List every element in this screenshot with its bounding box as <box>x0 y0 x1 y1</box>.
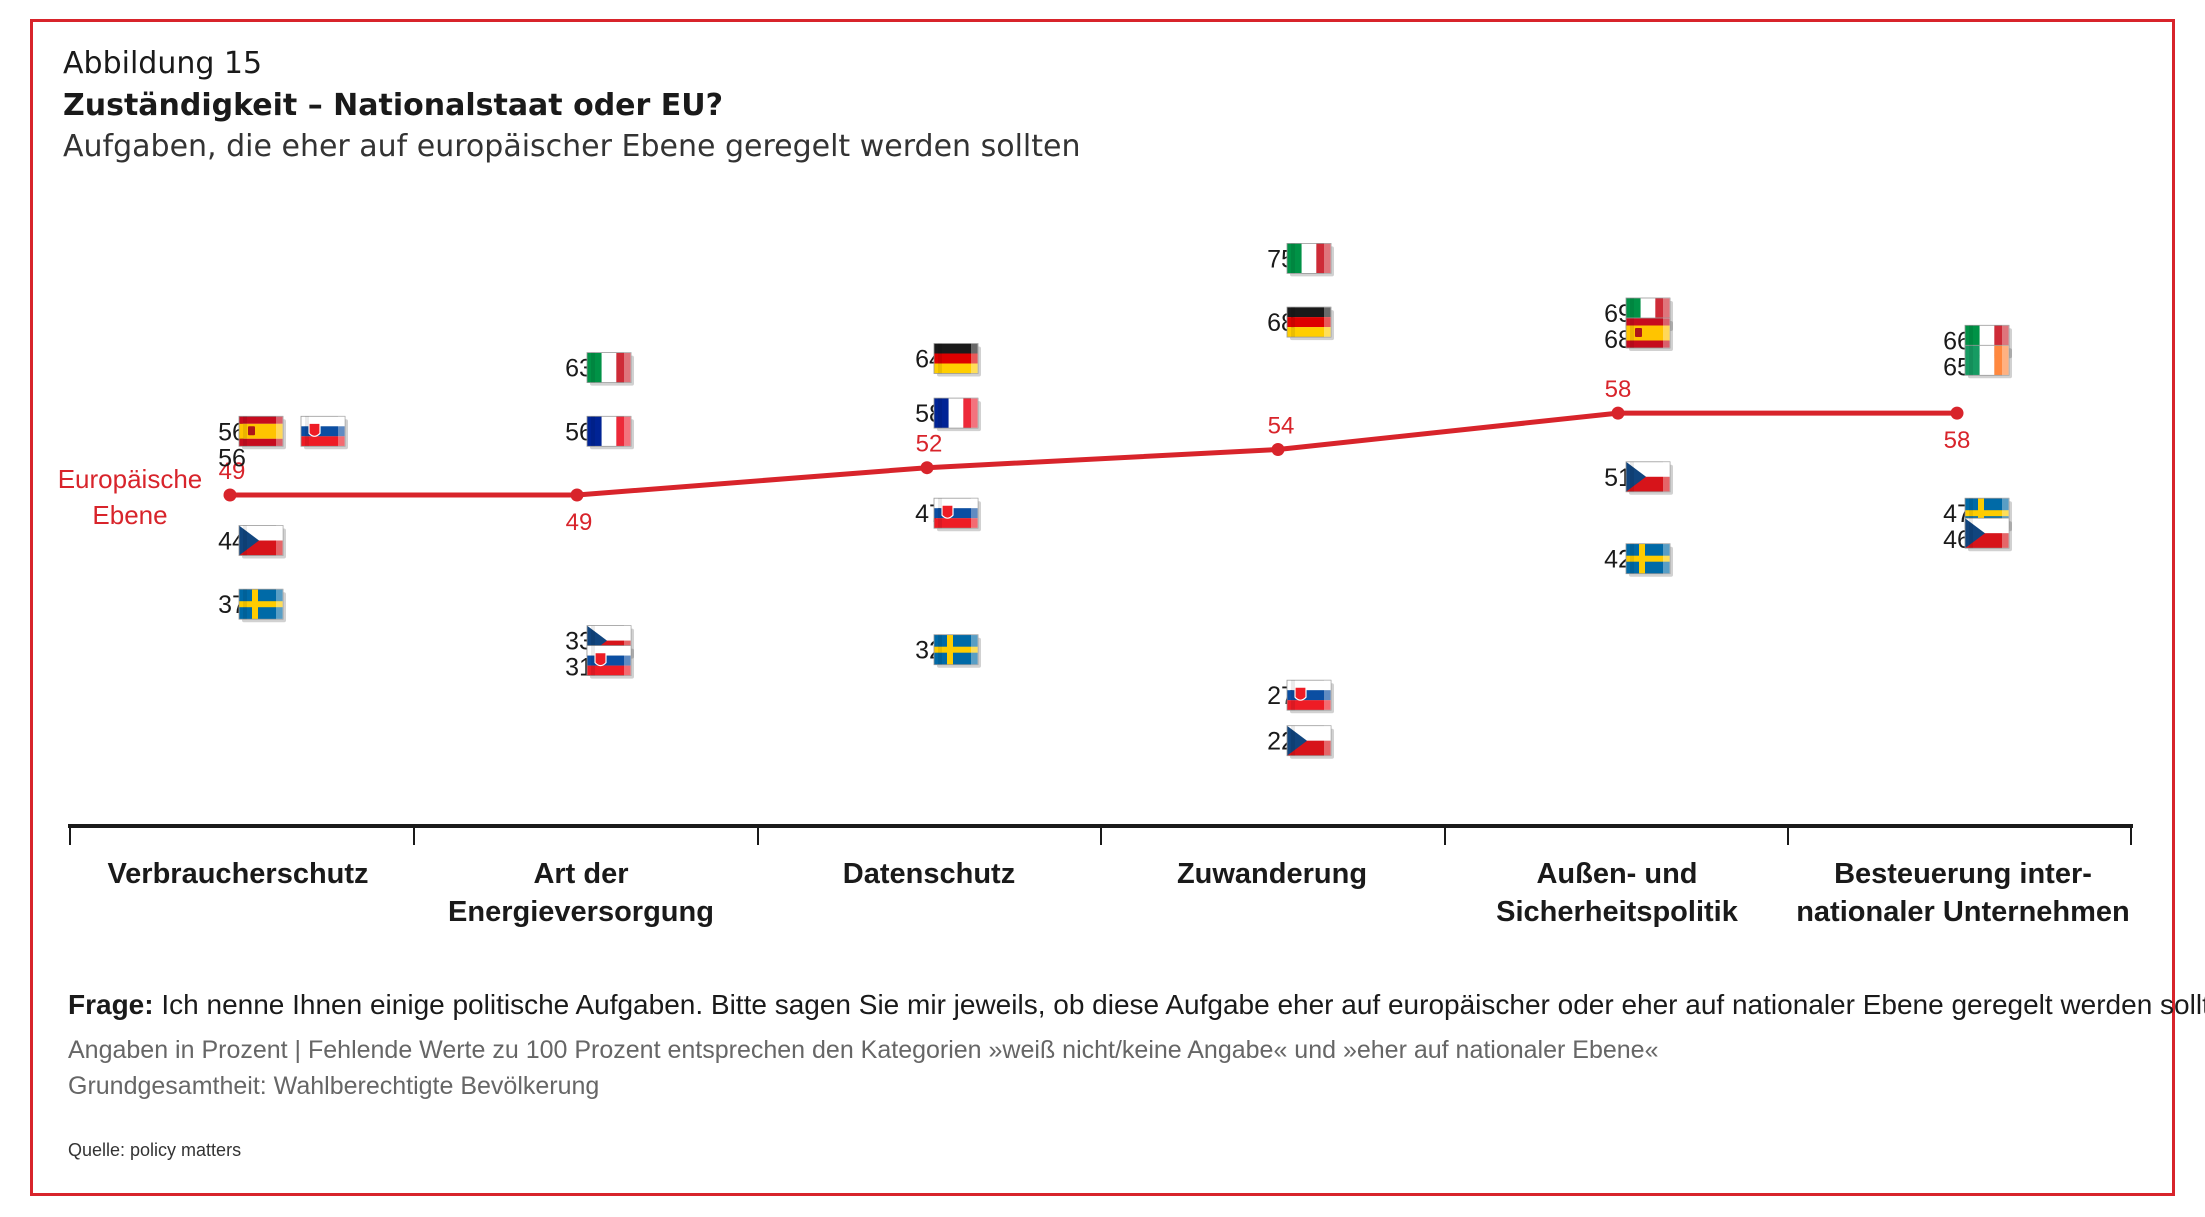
eu-value-label: 52 <box>916 431 943 458</box>
spain-flag-icon <box>238 415 286 450</box>
eu-series-point <box>223 488 237 502</box>
question-text: Frage: Ich nenne Ihnen einige politische… <box>68 989 2205 1021</box>
france-flag-icon <box>933 397 981 432</box>
sweden-flag-icon <box>1625 543 1673 577</box>
eu-series-name: Ebene <box>92 500 167 530</box>
sweden-flag-icon <box>238 588 286 623</box>
eu-series-point <box>920 461 934 475</box>
czech-flag-icon <box>1286 725 1334 759</box>
sweden-flag-icon <box>933 634 981 668</box>
country-value-label: 56 <box>218 444 246 472</box>
czech-flag-icon <box>1625 461 1673 495</box>
czech-flag-icon <box>238 525 286 559</box>
category-label: Verbraucherschutz <box>107 858 368 890</box>
czech-flag-icon <box>1964 517 2012 552</box>
note-percent: Angaben in Prozent | Fehlende Werte zu 1… <box>68 1036 1659 1064</box>
italy-flag-icon <box>586 352 634 386</box>
eu-series-point <box>1950 406 1964 420</box>
france-flag-icon <box>586 415 634 450</box>
eu-value-label: 58 <box>1944 427 1971 454</box>
question-body: Ich nenne Ihnen einige politische Aufgab… <box>161 989 2205 1020</box>
category-label: Außen- und <box>1536 858 1697 890</box>
ireland-flag-icon <box>1964 344 2012 379</box>
source-note: Quelle: policy matters <box>68 1140 242 1160</box>
germany-flag-icon <box>933 343 981 377</box>
category-label: Besteuerung inter- <box>1834 858 2092 890</box>
category-label: nationaler Unternehmen <box>1796 896 2130 928</box>
category-label: Zuwanderung <box>1177 858 1367 890</box>
note-population: Grundgesamtheit: Wahlberechtigte Bevölke… <box>68 1072 600 1100</box>
figure-frame <box>30 19 2175 1196</box>
category-label: Art der <box>533 858 628 890</box>
eu-series-name: Europäische <box>58 464 203 494</box>
question-label: Frage: <box>68 989 154 1020</box>
eu-value-label: 49 <box>219 458 246 485</box>
eu-series-line <box>230 410 1957 498</box>
eu-series-point <box>1611 406 1625 420</box>
slovakia-flag-icon <box>1286 679 1334 714</box>
italy-flag-icon <box>1286 242 1334 277</box>
figure-subtitle: Aufgaben, die eher auf europäischer Eben… <box>63 129 1081 164</box>
category-label: Energieversorgung <box>448 896 714 928</box>
slovakia-flag-icon <box>300 415 348 450</box>
category-label: Datenschutz <box>843 858 1015 890</box>
eu-value-label: 58 <box>1605 376 1632 403</box>
slovakia-flag-icon <box>586 645 634 679</box>
spain-flag-icon <box>1625 317 1673 351</box>
figure-title: Zuständigkeit – Nationalstaat oder EU? <box>63 88 724 123</box>
eu-value-label: 49 <box>566 509 593 536</box>
eu-value-label: 54 <box>1268 413 1295 440</box>
slovakia-flag-icon <box>933 497 981 532</box>
germany-flag-icon <box>1286 306 1334 341</box>
figure-number: Abbildung 15 <box>63 46 263 81</box>
eu-series-point <box>570 488 584 502</box>
category-label: Sicherheitspolitik <box>1496 896 1739 928</box>
eu-series-point <box>1271 443 1285 456</box>
